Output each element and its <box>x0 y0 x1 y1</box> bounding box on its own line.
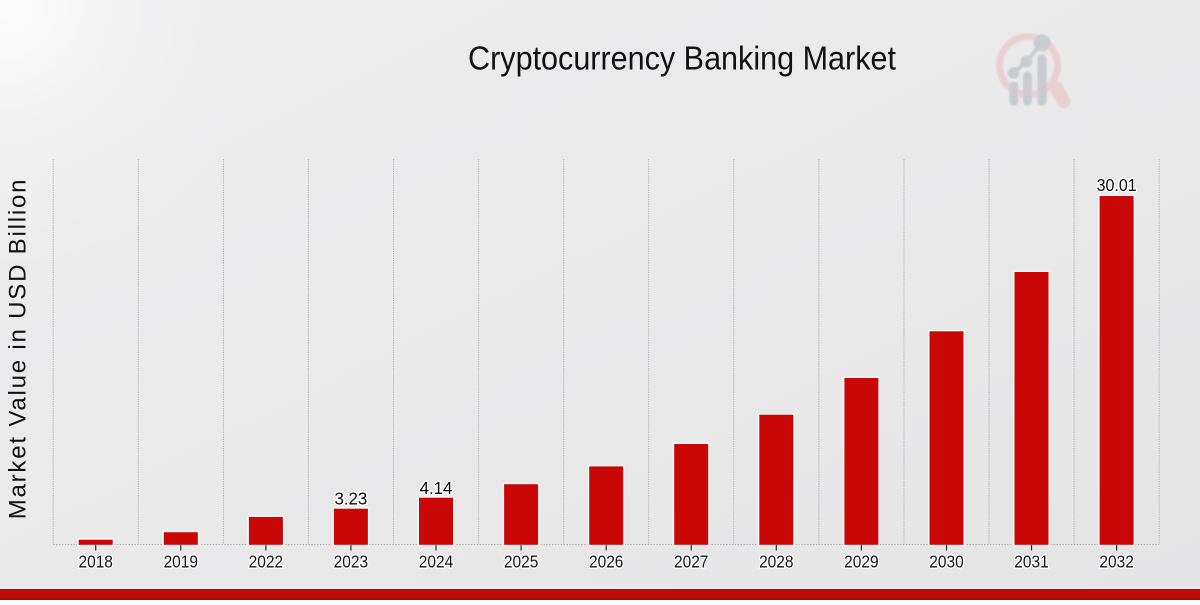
svg-text:2026: 2026 <box>589 552 623 572</box>
svg-text:2025: 2025 <box>504 552 538 572</box>
svg-text:2032: 2032 <box>1099 552 1133 572</box>
svg-text:2018: 2018 <box>78 552 112 572</box>
svg-text:2028: 2028 <box>759 552 793 572</box>
svg-text:2029: 2029 <box>844 552 878 572</box>
svg-text:Market Value in USD Billion: Market Value in USD Billion <box>5 178 32 520</box>
svg-text:2031: 2031 <box>1014 552 1048 572</box>
svg-text:30.01: 30.01 <box>1097 175 1137 195</box>
svg-text:2023: 2023 <box>334 552 368 572</box>
svg-text:2022: 2022 <box>249 552 283 572</box>
svg-text:2019: 2019 <box>164 552 198 572</box>
svg-text:2030: 2030 <box>929 552 963 572</box>
svg-text:Cryptocurrency Banking Market: Cryptocurrency Banking Market <box>468 40 896 77</box>
svg-text:2024: 2024 <box>419 552 453 572</box>
svg-text:4.14: 4.14 <box>420 478 453 498</box>
svg-text:2027: 2027 <box>674 552 708 572</box>
svg-text:3.23: 3.23 <box>334 488 367 508</box>
